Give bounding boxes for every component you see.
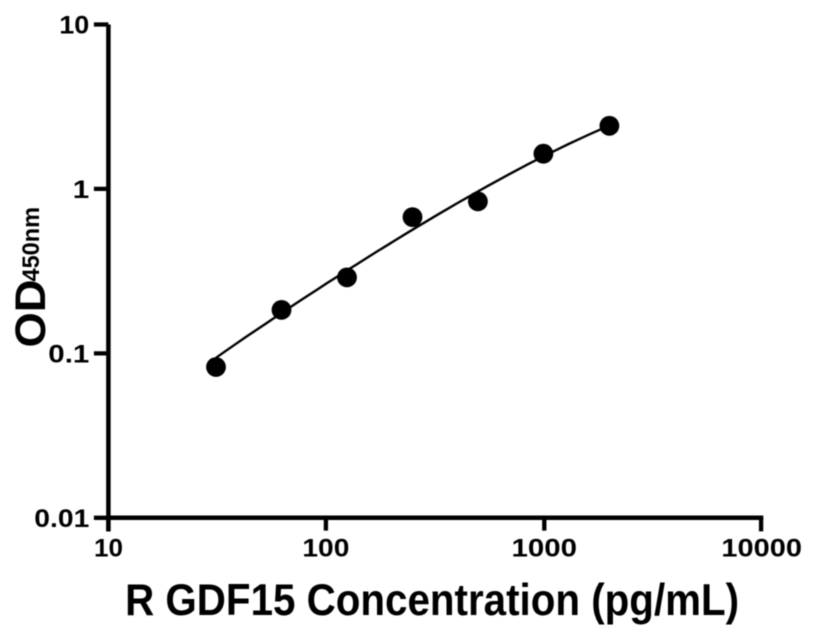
svg-text:10: 10 <box>59 12 89 40</box>
svg-text:0.1: 0.1 <box>48 340 89 368</box>
svg-text:OD: OD <box>8 280 55 348</box>
svg-text:100: 100 <box>302 534 349 562</box>
svg-text:0.01: 0.01 <box>34 505 89 533</box>
svg-text:1000: 1000 <box>512 534 578 562</box>
svg-text:10: 10 <box>94 534 123 562</box>
svg-text:10000: 10000 <box>721 534 802 562</box>
svg-text:R GDF15 Concentration (pg/mL): R GDF15 Concentration (pg/mL) <box>125 576 739 625</box>
svg-text:450nm: 450nm <box>18 207 45 282</box>
svg-text:1: 1 <box>73 176 90 204</box>
